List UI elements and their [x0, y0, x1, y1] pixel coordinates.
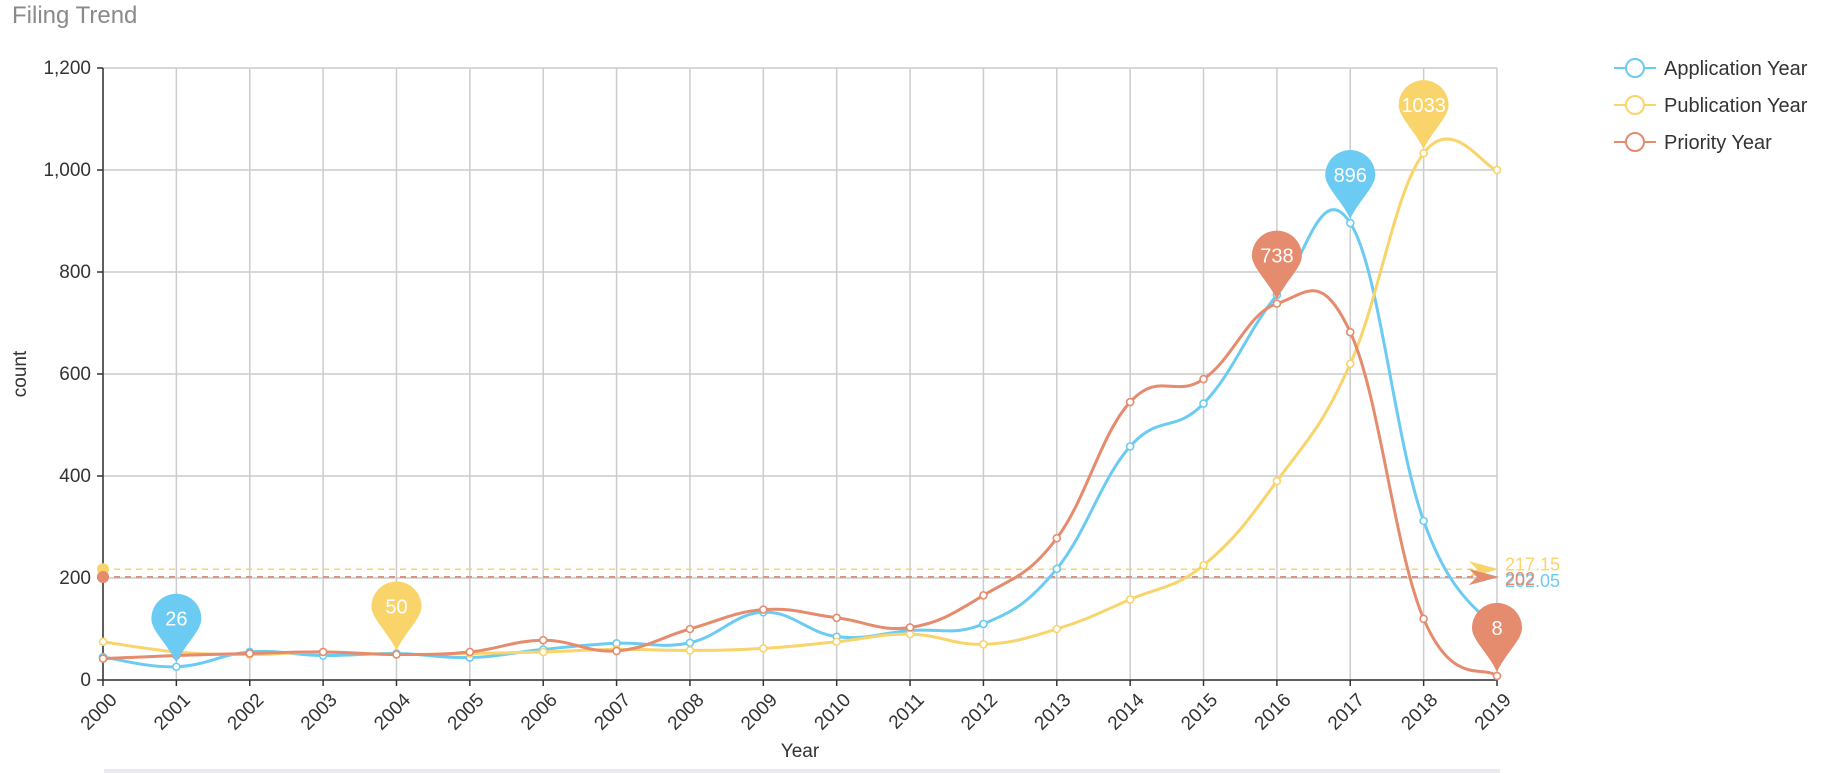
x-tick-label: 2003	[297, 690, 342, 735]
data-point[interactable]	[685, 646, 695, 655]
data-point[interactable]	[685, 638, 695, 648]
data-point[interactable]	[1345, 327, 1355, 337]
x-tick-label: 2018	[1397, 690, 1442, 735]
y-tick-label: 600	[59, 364, 91, 385]
marker-pin	[151, 593, 202, 663]
legend-marker	[1625, 58, 1645, 78]
x-axis-label: Year	[781, 741, 820, 762]
data-point[interactable]	[318, 647, 328, 657]
chart-title: Filing Trend	[12, 2, 138, 29]
x-tick-label: 2002	[224, 690, 269, 735]
marker-pin	[1325, 150, 1376, 220]
marker-pin	[1472, 602, 1522, 672]
x-tick-label: 2005	[444, 690, 489, 735]
marker-pin-label: 896	[1334, 165, 1367, 187]
x-tick-label: 2006	[517, 690, 562, 735]
data-point[interactable]	[1345, 359, 1355, 369]
marker-pin-label: 26	[165, 609, 187, 631]
data-point[interactable]	[832, 613, 841, 623]
average-line-arrow	[1469, 568, 1499, 585]
x-tick-label: 2004	[370, 689, 415, 734]
data-point[interactable]	[832, 637, 841, 647]
legend-item-label[interactable]: Priority Year	[1664, 132, 1772, 154]
data-point[interactable]	[245, 649, 255, 658]
data-point[interactable]	[1125, 397, 1135, 407]
data-point[interactable]	[612, 646, 621, 656]
marker-pin	[371, 581, 422, 651]
data-point[interactable]	[1492, 165, 1502, 175]
y-tick-label: 1,000	[43, 160, 91, 181]
data-point[interactable]	[1052, 624, 1062, 634]
x-tick-label: 2010	[811, 690, 856, 735]
data-point[interactable]	[1052, 564, 1062, 574]
data-point[interactable]	[172, 662, 181, 672]
average-label: 202	[1505, 569, 1535, 589]
data-point[interactable]	[1125, 595, 1135, 604]
marker-pin-label: 1033	[1401, 95, 1446, 117]
data-point[interactable]	[1272, 299, 1282, 308]
legend-marker	[1625, 95, 1645, 115]
marker-pin-label: 8	[1491, 618, 1502, 640]
data-point[interactable]	[392, 650, 401, 659]
legend-marker	[1625, 132, 1645, 152]
data-point[interactable]	[1199, 374, 1208, 384]
x-tick-label: 2001	[150, 690, 195, 735]
x-tick-label: 2011	[885, 690, 929, 734]
marker-pin	[1251, 230, 1302, 300]
data-point[interactable]	[1052, 533, 1062, 543]
average-label: 202.05	[1505, 571, 1560, 591]
x-tick-label: 2013	[1031, 690, 1076, 735]
data-point[interactable]	[979, 591, 988, 600]
data-point[interactable]	[538, 635, 548, 645]
y-tick-label: 1,200	[43, 58, 91, 79]
data-point[interactable]	[1199, 560, 1208, 570]
data-point[interactable]	[1199, 399, 1208, 408]
x-tick-label: 2012	[957, 690, 1002, 735]
x-tick-label: 2019	[1471, 690, 1516, 735]
data-point[interactable]	[465, 647, 475, 657]
data-point[interactable]	[98, 654, 108, 663]
data-point[interactable]	[1272, 476, 1282, 486]
data-point[interactable]	[905, 623, 915, 632]
y-tick-label: 0	[80, 670, 91, 691]
x-tick-label: 2000	[77, 690, 122, 735]
data-point[interactable]	[98, 637, 108, 647]
series-line	[102, 289, 1498, 678]
y-tick-label: 200	[59, 568, 91, 589]
legend-item-label[interactable]: Publication Year	[1664, 95, 1808, 117]
data-point[interactable]	[759, 605, 768, 614]
x-tick-label: 2016	[1251, 690, 1296, 735]
average-label: 217.15	[1505, 554, 1560, 574]
x-tick-label: 2009	[737, 690, 782, 735]
x-tick-label: 2015	[1177, 690, 1222, 735]
data-point[interactable]	[1492, 671, 1502, 681]
y-tick-label: 800	[59, 262, 91, 283]
data-point[interactable]	[538, 647, 548, 657]
data-point[interactable]	[1419, 148, 1428, 158]
data-point[interactable]	[1125, 442, 1135, 451]
data-point[interactable]	[1419, 516, 1428, 526]
y-axis-label: count	[10, 350, 31, 397]
y-tick-label: 400	[59, 466, 91, 487]
marker-pin	[1398, 80, 1449, 150]
data-point[interactable]	[759, 644, 768, 653]
average-line-start-marker	[97, 570, 109, 583]
data-point[interactable]	[685, 624, 695, 634]
data-point[interactable]	[979, 639, 988, 649]
data-point[interactable]	[1345, 218, 1355, 228]
x-tick-label: 2014	[1104, 689, 1149, 734]
data-point[interactable]	[979, 619, 988, 629]
legend-item-label[interactable]: Application Year	[1664, 58, 1808, 80]
x-tick-label: 2017	[1324, 690, 1369, 735]
marker-pin-label: 50	[385, 597, 407, 619]
data-point[interactable]	[1419, 614, 1428, 624]
zoom-slider-track[interactable]	[104, 769, 1500, 773]
x-tick-label: 2007	[590, 690, 635, 735]
x-tick-label: 2008	[664, 690, 709, 735]
marker-pin-label: 738	[1260, 246, 1293, 268]
